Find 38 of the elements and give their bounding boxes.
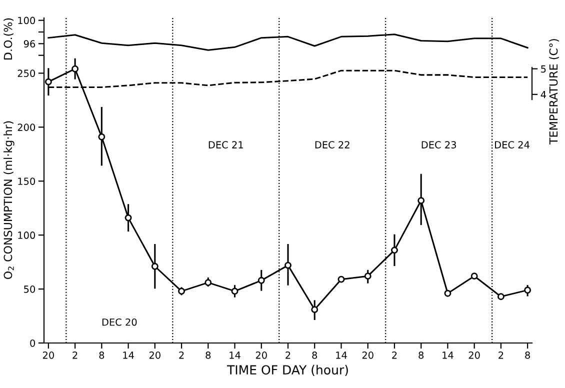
y-tick-label: 50 xyxy=(24,286,36,293)
y-tick-label: 100 xyxy=(18,232,36,239)
y-axis-title: O$_{2}$ CONSUMPTION (ml·kg·hr) xyxy=(4,121,14,280)
y-tick-label: 100 xyxy=(18,16,36,24)
annotation: DEC 21 xyxy=(208,141,243,148)
annotation: DEC 20 xyxy=(102,318,137,326)
y2-axis-title: TEMPERATURE (C°) xyxy=(549,39,559,145)
x-tick-label: 8 xyxy=(525,352,530,359)
x-tick-label: 2 xyxy=(179,352,184,359)
y-tick-label: 150 xyxy=(18,178,36,185)
x-tick-label: 2 xyxy=(72,352,78,359)
x-tick-label: 8 xyxy=(418,352,424,359)
x-tick-label: 2 xyxy=(392,352,397,359)
y-axis-title: D.O.(%) xyxy=(4,18,14,60)
x-tick-label: 20 xyxy=(362,352,374,359)
x-tick-label: 8 xyxy=(312,352,318,359)
x-tick-label: 2 xyxy=(286,352,290,359)
y-tick-label: 250 xyxy=(18,70,36,78)
x-tick-label: 14 xyxy=(123,352,134,359)
x-tick-label: 14 xyxy=(230,352,240,359)
x-tick-label: 8 xyxy=(206,352,211,359)
x-tick-label: 2 xyxy=(498,352,504,359)
y2-tick-label: 5 xyxy=(541,65,546,73)
annotation: DEC 23 xyxy=(422,141,456,148)
x-tick-label: 20 xyxy=(149,352,160,359)
annotation: DEC 24 xyxy=(495,141,530,148)
y2-tick-label: 4 xyxy=(540,91,546,98)
x-tick-label: 8 xyxy=(99,352,104,359)
x-axis-title: TIME OF DAY (hour) xyxy=(226,364,348,376)
y-tick-label: 0 xyxy=(30,339,36,347)
x-tick-label: 14 xyxy=(336,352,347,359)
annotation: DEC 22 xyxy=(315,141,350,148)
x-tick-label: 20 xyxy=(256,352,267,359)
x-tick-label: 20 xyxy=(468,352,480,359)
x-tick-label: 20 xyxy=(42,352,54,359)
x-tick-label: 14 xyxy=(442,352,454,359)
y-tick-label: 200 xyxy=(18,124,36,131)
y-tick-label: 96 xyxy=(24,40,36,48)
